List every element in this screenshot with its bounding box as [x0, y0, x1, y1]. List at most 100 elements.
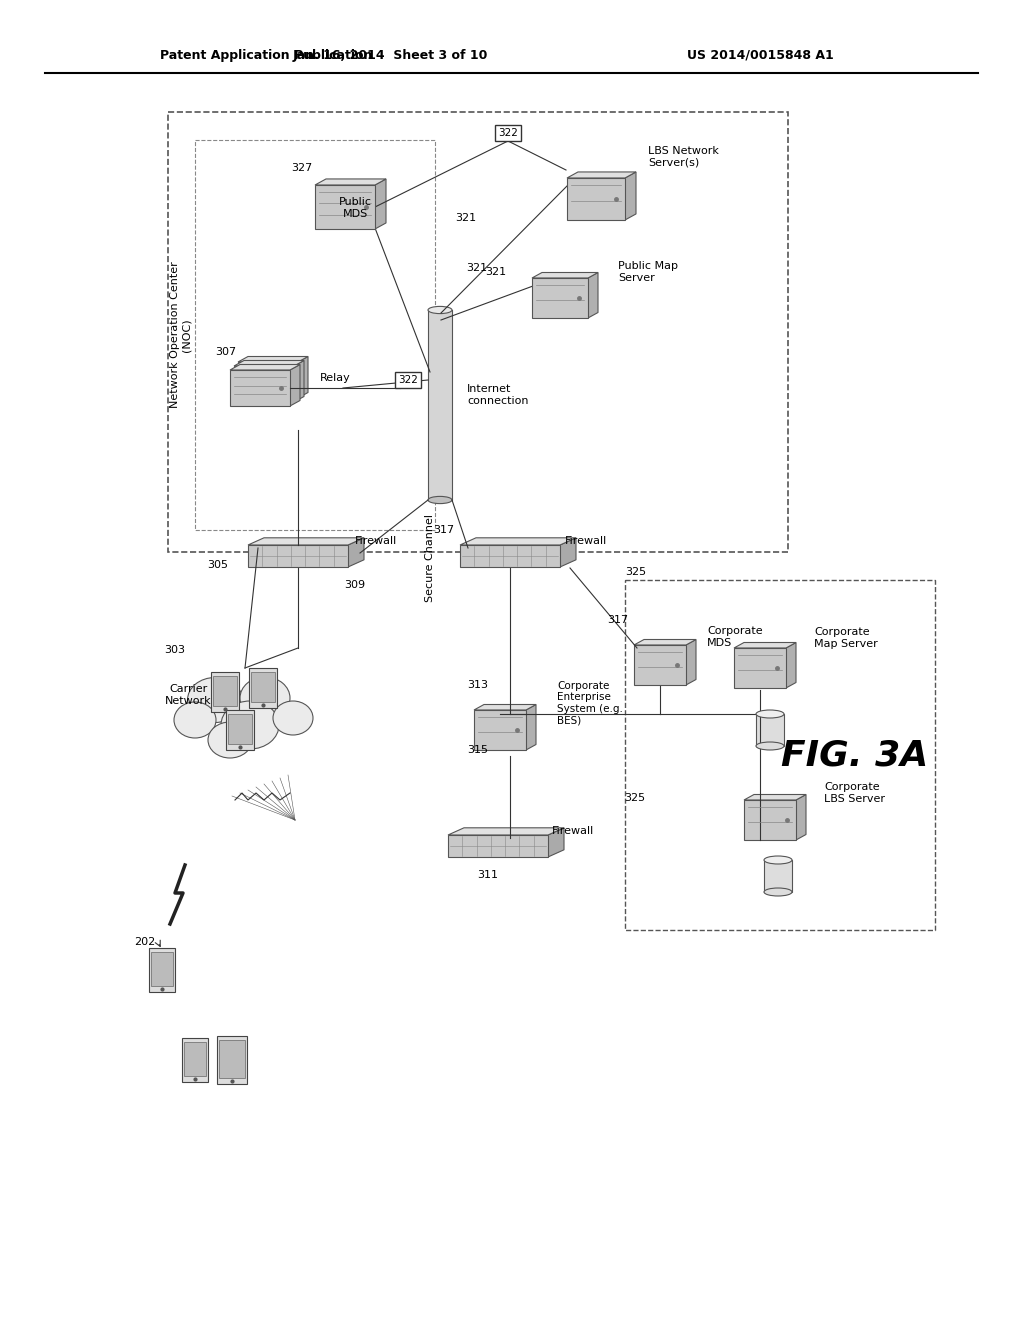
- Text: Carrier
Network: Carrier Network: [165, 684, 211, 706]
- Polygon shape: [348, 537, 364, 568]
- Bar: [219, 1040, 245, 1078]
- Ellipse shape: [240, 677, 290, 719]
- Polygon shape: [634, 639, 696, 645]
- Polygon shape: [315, 180, 386, 185]
- Bar: [251, 672, 275, 702]
- Bar: [182, 1038, 208, 1082]
- Text: Network Operation Center
(NOC): Network Operation Center (NOC): [170, 261, 191, 408]
- Bar: [625, 579, 935, 931]
- Polygon shape: [567, 172, 636, 178]
- Polygon shape: [567, 178, 625, 220]
- Text: 315: 315: [468, 744, 488, 755]
- Bar: [168, 112, 788, 552]
- Polygon shape: [548, 828, 564, 857]
- Text: Firewall: Firewall: [565, 536, 607, 546]
- Bar: [151, 952, 173, 986]
- Ellipse shape: [208, 722, 252, 758]
- Ellipse shape: [187, 677, 243, 722]
- Text: 327: 327: [292, 162, 312, 173]
- Bar: [150, 948, 175, 993]
- Polygon shape: [588, 272, 598, 318]
- Ellipse shape: [174, 702, 216, 738]
- Text: Relay: Relay: [319, 374, 351, 383]
- Text: 303: 303: [165, 645, 185, 655]
- Polygon shape: [238, 362, 298, 399]
- Polygon shape: [634, 645, 686, 685]
- Text: Firewall: Firewall: [552, 826, 594, 836]
- Text: 202: 202: [134, 937, 156, 946]
- Bar: [495, 125, 521, 141]
- Text: Patent Application Publication: Patent Application Publication: [160, 49, 373, 62]
- Bar: [764, 861, 792, 892]
- Text: LBS Network
Server(s): LBS Network Server(s): [648, 147, 719, 168]
- Bar: [228, 714, 252, 744]
- Polygon shape: [532, 272, 598, 279]
- Ellipse shape: [221, 701, 279, 748]
- Polygon shape: [786, 643, 796, 688]
- Text: Corporate
MDS: Corporate MDS: [707, 626, 763, 648]
- Text: 325: 325: [625, 793, 645, 803]
- Polygon shape: [234, 360, 304, 366]
- Text: US 2014/0015848 A1: US 2014/0015848 A1: [687, 49, 834, 62]
- Bar: [395, 372, 421, 388]
- Polygon shape: [298, 356, 308, 399]
- Text: 322: 322: [398, 375, 418, 385]
- Text: 322: 322: [498, 128, 518, 139]
- Polygon shape: [460, 537, 575, 545]
- Polygon shape: [560, 537, 575, 568]
- Polygon shape: [474, 705, 536, 710]
- Text: Public Map
Server: Public Map Server: [618, 261, 678, 282]
- Bar: [195, 140, 435, 531]
- Text: FIG. 3A: FIG. 3A: [781, 738, 929, 772]
- Text: 309: 309: [344, 579, 366, 590]
- Ellipse shape: [756, 742, 784, 750]
- Polygon shape: [238, 356, 308, 362]
- Polygon shape: [526, 705, 536, 750]
- Bar: [217, 1036, 247, 1084]
- Text: 321: 321: [467, 263, 487, 273]
- Ellipse shape: [428, 306, 452, 314]
- Polygon shape: [474, 710, 526, 750]
- Bar: [211, 672, 239, 711]
- Bar: [428, 310, 452, 500]
- Text: 305: 305: [208, 560, 228, 570]
- Text: 321: 321: [485, 267, 507, 277]
- Text: 325: 325: [626, 568, 646, 577]
- Polygon shape: [449, 836, 548, 857]
- Polygon shape: [248, 545, 348, 568]
- Polygon shape: [294, 360, 304, 403]
- Bar: [249, 668, 278, 708]
- Polygon shape: [248, 537, 364, 545]
- Text: Jan. 16, 2014  Sheet 3 of 10: Jan. 16, 2014 Sheet 3 of 10: [292, 49, 487, 62]
- Text: Secure Channel: Secure Channel: [425, 513, 435, 602]
- Text: Public
MDS: Public MDS: [339, 197, 372, 219]
- Polygon shape: [290, 364, 300, 407]
- Polygon shape: [734, 648, 786, 688]
- Text: 311: 311: [477, 870, 499, 880]
- Bar: [184, 1041, 206, 1076]
- Polygon shape: [315, 185, 375, 228]
- Polygon shape: [744, 795, 806, 800]
- Text: 317: 317: [607, 615, 629, 624]
- Text: 313: 313: [468, 680, 488, 690]
- Text: Internet
connection: Internet connection: [467, 384, 528, 405]
- Polygon shape: [796, 795, 806, 840]
- Text: Firewall: Firewall: [355, 536, 397, 546]
- Text: Corporate
LBS Server: Corporate LBS Server: [824, 783, 885, 804]
- Bar: [756, 714, 784, 746]
- Polygon shape: [686, 639, 696, 685]
- Polygon shape: [230, 370, 290, 407]
- Ellipse shape: [273, 701, 313, 735]
- Polygon shape: [532, 279, 588, 318]
- Text: Corporate
Enterprise
System (e.g.
BES): Corporate Enterprise System (e.g. BES): [557, 681, 623, 726]
- Polygon shape: [734, 643, 796, 648]
- Polygon shape: [449, 828, 564, 836]
- Text: Corporate
Map Server: Corporate Map Server: [814, 627, 878, 649]
- Polygon shape: [234, 366, 294, 403]
- Polygon shape: [744, 800, 796, 840]
- Polygon shape: [230, 364, 300, 370]
- Polygon shape: [625, 172, 636, 220]
- Text: 321: 321: [456, 213, 476, 223]
- Polygon shape: [375, 180, 386, 228]
- Text: 317: 317: [433, 525, 455, 535]
